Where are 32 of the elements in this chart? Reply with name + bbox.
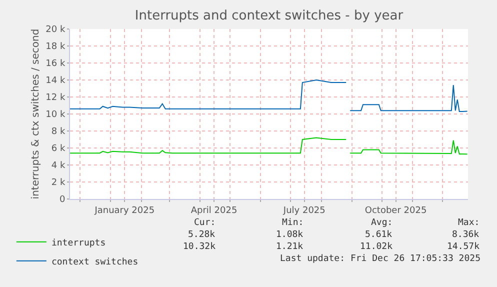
y-axis-title: interrupts & ctx switches / second — [30, 28, 42, 200]
y-tick-label: 20 k — [46, 25, 66, 36]
y-tick-label: 16 k — [46, 59, 66, 70]
text: 1.08k — [276, 230, 304, 240]
text: 11.02k — [360, 242, 394, 252]
x-tick-label: April 2025 — [190, 206, 238, 216]
y-tick-label: 18 k — [46, 42, 66, 52]
y-tick-label: 2 k — [51, 178, 66, 188]
y-tick-label: 10 k — [46, 110, 66, 120]
x-tick-label: July 2025 — [282, 206, 326, 216]
y-tick-label: 6 k — [51, 144, 66, 154]
x-tick-label: October 2025 — [364, 206, 427, 216]
text: Min: — [282, 218, 304, 228]
text: 1.21k — [276, 242, 304, 252]
text: 8.36k — [452, 230, 480, 240]
text: 10.32k — [183, 242, 216, 252]
legend-label: interrupts — [51, 238, 106, 248]
text: Avg: — [371, 218, 393, 228]
text: Cur: — [194, 218, 216, 228]
y-tick-label: 8 k — [51, 127, 66, 138]
text: 5.61k — [365, 230, 393, 240]
text: 14.57k — [447, 242, 480, 252]
legend-label: context switches — [51, 257, 138, 268]
y-tick-label: 4 k — [51, 161, 66, 172]
text: Last update: Fri Dec 26 17:05:33 2025 — [280, 254, 480, 264]
y-tick-label: 0 — [59, 195, 66, 206]
text: Max: — [458, 218, 480, 228]
text: 5.28k — [188, 230, 216, 240]
y-tick-label: 12 k — [46, 93, 66, 104]
x-tick-label: January 2025 — [94, 206, 155, 216]
y-tick-label: 14 k — [46, 76, 66, 86]
chart-title: Interrupts and context switches - by year — [134, 8, 404, 24]
